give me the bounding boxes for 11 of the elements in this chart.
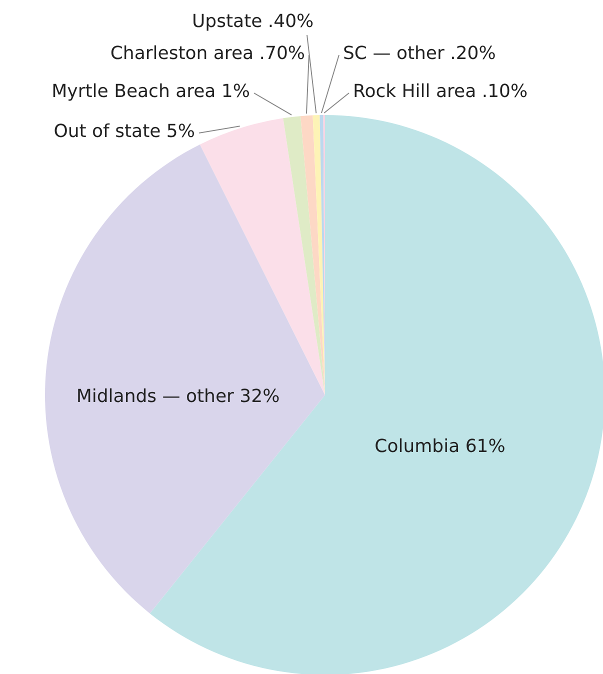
pie-slice <box>300 115 325 395</box>
pie-slice <box>283 116 325 395</box>
slice-label: Columbia 61% <box>374 436 506 457</box>
slice-label: Midlands — other 32% <box>76 386 280 407</box>
slice-label: Out of state 5% <box>54 121 195 142</box>
slice-label: Upstate .40% <box>192 11 314 32</box>
slice-label: Rock Hill area .10% <box>353 81 528 102</box>
slice-label: Charleston area .70% <box>110 43 305 64</box>
slice-label: SC — other .20% <box>343 43 496 64</box>
pie-slice <box>45 144 325 614</box>
slice-label: Myrtle Beach area 1% <box>52 81 250 102</box>
